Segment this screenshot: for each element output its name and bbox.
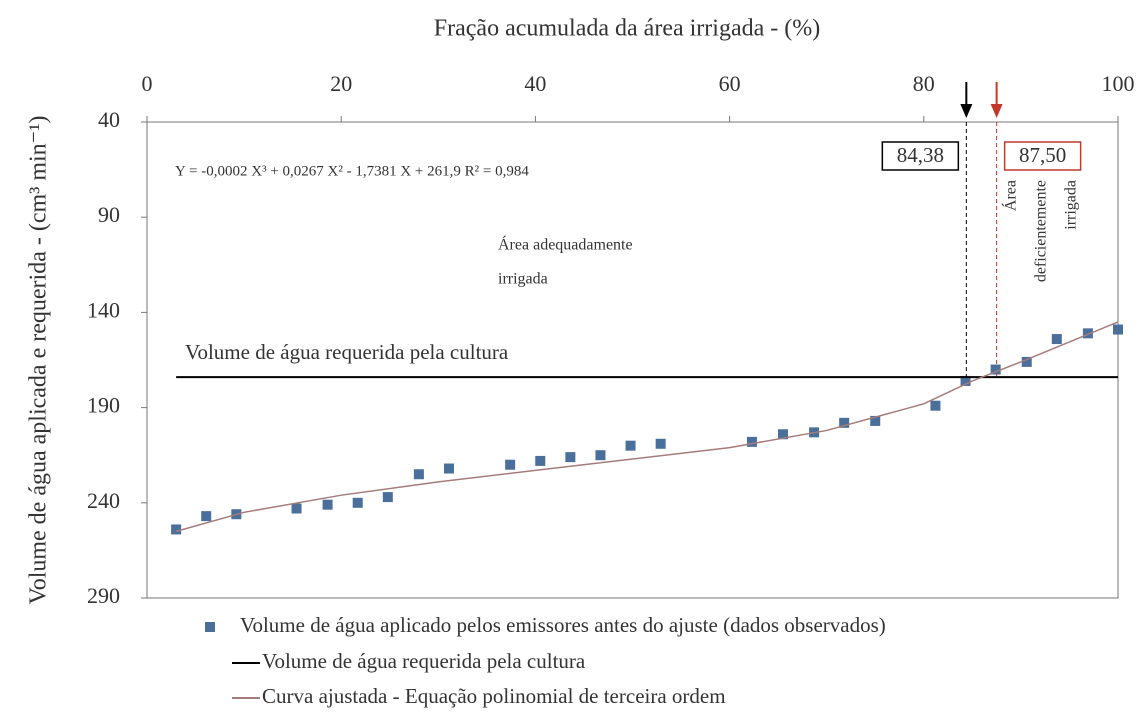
area-label: irrigada: [1063, 180, 1080, 230]
area-label: irrigada: [498, 271, 548, 288]
data-point: [930, 400, 941, 411]
arrow-head: [960, 104, 973, 118]
data-point: [1051, 334, 1062, 345]
data-point: [1021, 356, 1032, 367]
y-axis-label: Volume de água aplicada e requerida - (c…: [26, 115, 52, 604]
plot-frame: [146, 121, 1119, 599]
data-point: [565, 452, 576, 463]
y-tick-label: 290: [87, 583, 120, 608]
required-label: Volume de água requerida pela cultura: [185, 340, 509, 364]
data-point: [778, 429, 789, 440]
x-tick-label: 0: [142, 71, 153, 96]
x-tick-label: 100: [1102, 71, 1135, 96]
chart-title: Fração acumulada da área irrigada - (%): [434, 16, 820, 42]
x-tick-label: 60: [719, 71, 741, 96]
legend-marker: [205, 622, 215, 632]
legend-label: Curva ajustada - Equação polinomial de t…: [262, 684, 726, 708]
area-label: Área adequadamente: [498, 235, 633, 254]
y-tick-label: 40: [98, 107, 120, 132]
x-tick-label: 20: [330, 71, 352, 96]
y-tick-label: 140: [87, 297, 120, 322]
x-tick-label: 80: [913, 71, 935, 96]
data-point: [443, 463, 454, 474]
x-tick-label: 40: [524, 71, 546, 96]
threshold-label: 87,50: [1019, 143, 1066, 167]
legend-label: Volume de água aplicado pelos emissores …: [240, 613, 886, 637]
data-point: [655, 438, 666, 449]
data-point: [625, 440, 636, 451]
fitted-curve: [175, 321, 1119, 533]
data-point: [990, 364, 1001, 375]
data-point: [595, 450, 606, 461]
data-point: [322, 499, 333, 510]
threshold-label: 84,38: [897, 143, 944, 167]
threshold-box: [881, 141, 960, 171]
data-point: [839, 417, 850, 428]
area-label: deficientemente: [1033, 180, 1050, 282]
legend-label: Volume de água requerida pela cultura: [262, 649, 586, 673]
y-tick-label: 90: [98, 202, 120, 227]
data-point: [535, 455, 546, 466]
data-point: [201, 511, 212, 522]
equation: Y = -0,0002 X³ + 0,0267 X² - 1,7381 X + …: [175, 163, 529, 179]
data-point: [1113, 324, 1123, 335]
y-tick-label: 190: [87, 393, 120, 418]
threshold-box: [1003, 141, 1082, 171]
arrow-head: [990, 104, 1003, 118]
data-point: [746, 436, 757, 447]
data-point: [171, 524, 182, 535]
data-point: [1082, 328, 1093, 339]
data-point: [382, 492, 393, 503]
data-point: [291, 503, 302, 514]
data-point: [960, 375, 971, 386]
area-label: Área: [1001, 180, 1020, 211]
y-tick-label: 240: [87, 488, 120, 513]
data-point: [413, 469, 424, 480]
data-point: [505, 459, 516, 470]
data-point: [352, 497, 363, 508]
data-point: [870, 415, 881, 426]
